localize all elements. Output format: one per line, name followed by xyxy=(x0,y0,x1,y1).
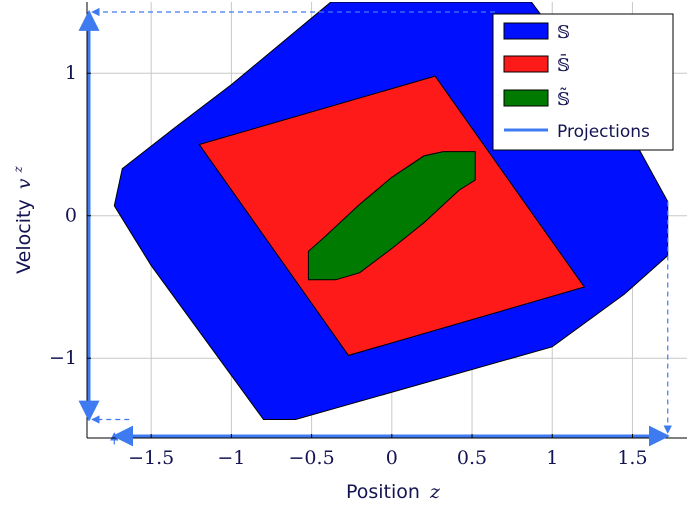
y-axis-symbol-sup: z xyxy=(11,165,25,173)
y-axis-symbol: v xyxy=(13,178,35,189)
legend-label-s: 𝕊 xyxy=(557,22,570,43)
y-tick-label: 0 xyxy=(65,205,77,227)
x-tick-label: −1.5 xyxy=(128,447,174,469)
legend-label-projections: Projections xyxy=(557,122,650,142)
y-tick-label: −1 xyxy=(49,347,77,369)
x-tick-label: 0 xyxy=(386,447,398,469)
tick-labels: −1.5 −1 −0.5 0 0.5 1 1.5 −1 0 1 xyxy=(49,62,648,469)
legend-swatch-s-bar xyxy=(503,55,549,73)
legend: 𝕊 𝕊̄ 𝕊̃ Projections xyxy=(492,13,674,151)
y-axis-label: Velocity xyxy=(13,199,35,274)
legend-label-s-bar: 𝕊̄ xyxy=(557,53,570,76)
x-tick-label: 0.5 xyxy=(457,447,487,469)
x-tick-label: −0.5 xyxy=(289,447,335,469)
x-axis-title: Position z xyxy=(346,481,441,503)
y-axis-title: Velocity v z xyxy=(11,165,35,273)
x-tick-label: −1 xyxy=(217,447,245,469)
x-tick-label: 1 xyxy=(546,447,558,469)
x-axis-symbol: z xyxy=(429,481,441,503)
region-s-tilde xyxy=(307,151,476,281)
y-tick-label: 1 xyxy=(65,62,77,84)
x-tick-label: 1.5 xyxy=(617,447,647,469)
legend-swatch-s xyxy=(503,22,549,40)
legend-swatch-s-tilde xyxy=(503,89,549,107)
x-axis-label: Position xyxy=(346,481,420,503)
legend-label-s-tilde: 𝕊̃ xyxy=(557,88,570,110)
